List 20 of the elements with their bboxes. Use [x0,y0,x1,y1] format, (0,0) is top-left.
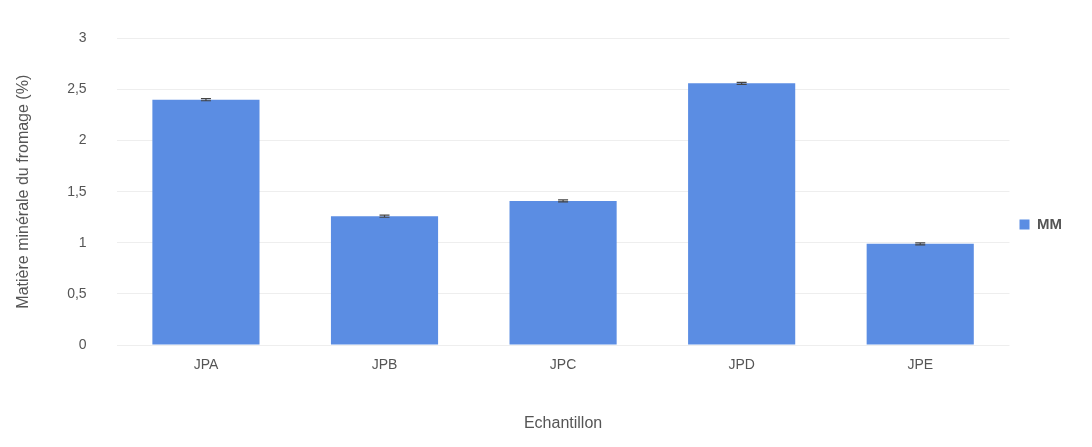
x-tick-label: JPC [549,356,577,373]
bar [866,243,974,345]
x-tick-label: JPA [193,356,219,373]
bar [509,200,617,345]
bar [152,99,260,345]
y-tick-label: 0 [78,335,87,352]
x-tick-label: JPE [907,356,934,373]
y-tick-label: 1 [78,233,87,250]
y-tick-label: 2 [78,131,87,148]
y-tick-label: 1,5 [67,182,87,199]
bar [688,83,796,345]
y-tick-label: 2,5 [67,80,87,97]
bar [330,216,439,345]
x-tick-label: JPB [371,356,398,373]
x-axis-title: Echantillon [523,413,603,431]
y-tick-label: 0,5 [67,284,87,301]
legend-label: MM [1037,214,1063,232]
y-tick-label: 3 [78,29,87,46]
x-tick-label: JPD [728,356,755,373]
y-axis-title: Matière minérale du fromage (%) [14,74,32,309]
